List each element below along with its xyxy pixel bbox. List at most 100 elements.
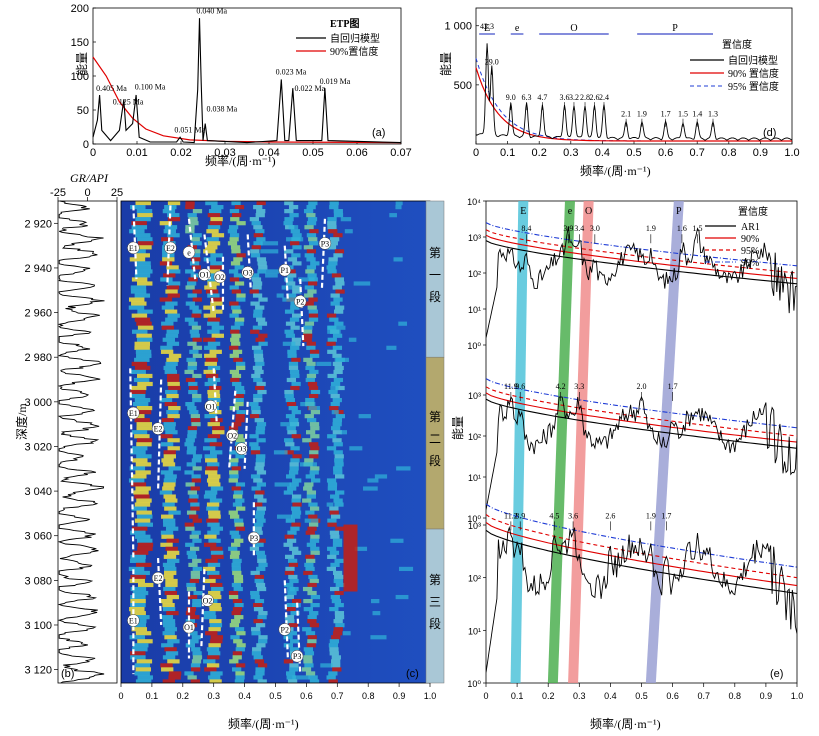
panel-c-heat-cell — [230, 261, 241, 266]
panel-c-heat-cell — [251, 345, 262, 350]
panel-e-peak-label: 3.0 — [590, 224, 600, 233]
panel-c-heat-cell — [191, 635, 201, 640]
panel-c-heat-cell — [309, 422, 320, 427]
panel-c-track-marker-label: P1 — [281, 266, 289, 275]
panel-e-band-label: E — [520, 206, 526, 217]
panel-c-heat-cell — [207, 462, 220, 467]
panel-c-heat-cell — [166, 265, 179, 270]
panel-c-heat-cell — [291, 514, 301, 519]
panel-c-heat-cell — [229, 659, 239, 664]
panel-c-heat-cell — [305, 269, 315, 274]
panel-c-heat-cell — [289, 418, 299, 423]
panel-c-heat-cell — [135, 562, 152, 567]
panel-c-heat-cell — [292, 289, 302, 294]
panel-c-track-markers: E1 E2 eO1 O2 O3 P1P2P3E1E2O1O2O3P3E2O2O1E1P2P… — [127, 237, 332, 663]
panel-e-ytick-label: 10⁰ — [467, 679, 481, 689]
panel-c-heat-cell — [290, 373, 300, 379]
panel-e-legend-title: 置信度 — [738, 205, 768, 218]
panel-c-heat-cell — [256, 518, 266, 523]
panel-c-heat-cell — [188, 562, 198, 567]
panel-d-xtick-label: 0.1 — [500, 147, 515, 159]
panel-c-heat-cell — [251, 651, 262, 656]
panel-c-heat-cell — [250, 446, 261, 451]
panel-c-heat-cell — [291, 341, 301, 346]
panel-c-heat-cell — [189, 639, 199, 644]
panel-c-track-marker-label: P3 — [293, 652, 301, 661]
panel-c-heat-cell — [159, 297, 173, 302]
panel-c-heat-cell — [162, 337, 176, 342]
panel-c-heat-cell — [291, 506, 301, 511]
panel-c-heat-cell — [340, 430, 348, 435]
panel-c-heat-cell — [292, 502, 302, 507]
panel-c-heat-cell — [211, 554, 224, 559]
panel-c-heat-cell — [333, 466, 343, 471]
panel-c-heat-cell — [310, 426, 320, 431]
panel-c-heat-cell — [130, 205, 146, 210]
panel-c-heat-cell — [257, 498, 267, 503]
panel-c-heat-cell — [233, 578, 244, 584]
panel-c-heat-cell — [129, 578, 145, 584]
panel-c-ticks: 0 0.1 0.2 0.3 0.4 0.5 0.6 0.7 0.8 0.9 1.0 — [118, 683, 436, 701]
panel-c-heat-cell — [186, 550, 196, 555]
panel-c-heat-cell — [192, 345, 202, 350]
panel-c-heat-cell — [256, 454, 266, 459]
panel-c-heat-cell — [283, 542, 293, 547]
panel-b-depth-label: 3 120 — [24, 665, 52, 677]
panel-c-heat-cell — [130, 530, 146, 535]
panel-c-heat-cell — [136, 538, 153, 543]
panel-c-heat-cell — [333, 213, 344, 218]
panel-c-heat-cell — [232, 381, 242, 387]
panel-c-heat-cell — [309, 538, 320, 543]
panel-e-ytick-label: 10³ — [468, 233, 481, 243]
panel-c-heat-cell — [307, 590, 317, 596]
panel-c-heat-cell — [287, 631, 298, 636]
panel-c-heat-cell — [185, 438, 195, 443]
panel-c-heat-cell — [165, 498, 178, 503]
panel-c-heat-cell — [257, 321, 268, 326]
panel-a-peak-label: 0.023 Ma — [276, 68, 307, 77]
panel-c-heat-cell — [134, 518, 151, 523]
panel-c-heat-cell — [254, 578, 264, 584]
panel-c-heat-cell — [165, 389, 178, 395]
panel-c-heat-cell — [135, 233, 151, 238]
panel-e-confidence-line — [486, 529, 797, 595]
panel-c-heat-cell — [329, 506, 339, 511]
panel-c-heat-cell — [229, 237, 239, 242]
panel-c-heat-cell — [163, 494, 176, 499]
panel-c-heat-cell — [276, 514, 293, 519]
panel-c-heat-cell — [187, 446, 197, 451]
panel-e-ytick-label: 10⁴ — [467, 197, 481, 207]
panel-c-heat-cell — [283, 659, 294, 664]
panel-c-heat-cell — [250, 301, 260, 306]
panel-c-heat-cell — [284, 217, 294, 222]
panel-e-peak-label: 1.9 — [646, 224, 656, 233]
panel-c-heat-cell — [192, 566, 202, 572]
panel-c-heat-cell — [287, 257, 298, 262]
panel-c-heat-cell — [234, 402, 244, 407]
panel-c-heat-cell — [306, 558, 316, 563]
panel-b-depth-label: 2 940 — [24, 263, 52, 275]
panel-b-frame — [57, 200, 118, 684]
panel-c-heat-cell — [335, 281, 345, 286]
panel-c-heat-cell — [363, 486, 378, 491]
panel-c-track-marker-label: O1 — [206, 402, 216, 411]
panel-c-heat-cell — [204, 285, 217, 290]
panel-c-heat-cell — [305, 671, 316, 676]
panel-c-heat-cell — [235, 418, 245, 423]
panel-c-heat-cell — [136, 442, 152, 447]
panel-c-heat-cell — [190, 253, 201, 258]
panel-c-heat-cell — [165, 546, 178, 551]
panel-e-peak-label: 3.4 — [574, 224, 584, 233]
panel-c-heat-cell — [134, 494, 150, 499]
panel-c-heat-cell — [335, 474, 345, 479]
panel-e-peak-label: 9.6 — [515, 382, 525, 391]
panel-c-heat-cell — [330, 293, 340, 298]
panel-c-heat-cell — [255, 361, 265, 366]
panel-c-heat-cell — [327, 329, 341, 334]
panel-c-heat-cell — [184, 442, 194, 447]
panel-c-heat-cell — [160, 598, 173, 604]
panel-c-heat-cell — [302, 329, 313, 334]
panel-c-heat-cell — [168, 510, 181, 515]
panel-c-heat-cell — [335, 289, 345, 294]
panel-c-heat-cell — [307, 273, 317, 278]
